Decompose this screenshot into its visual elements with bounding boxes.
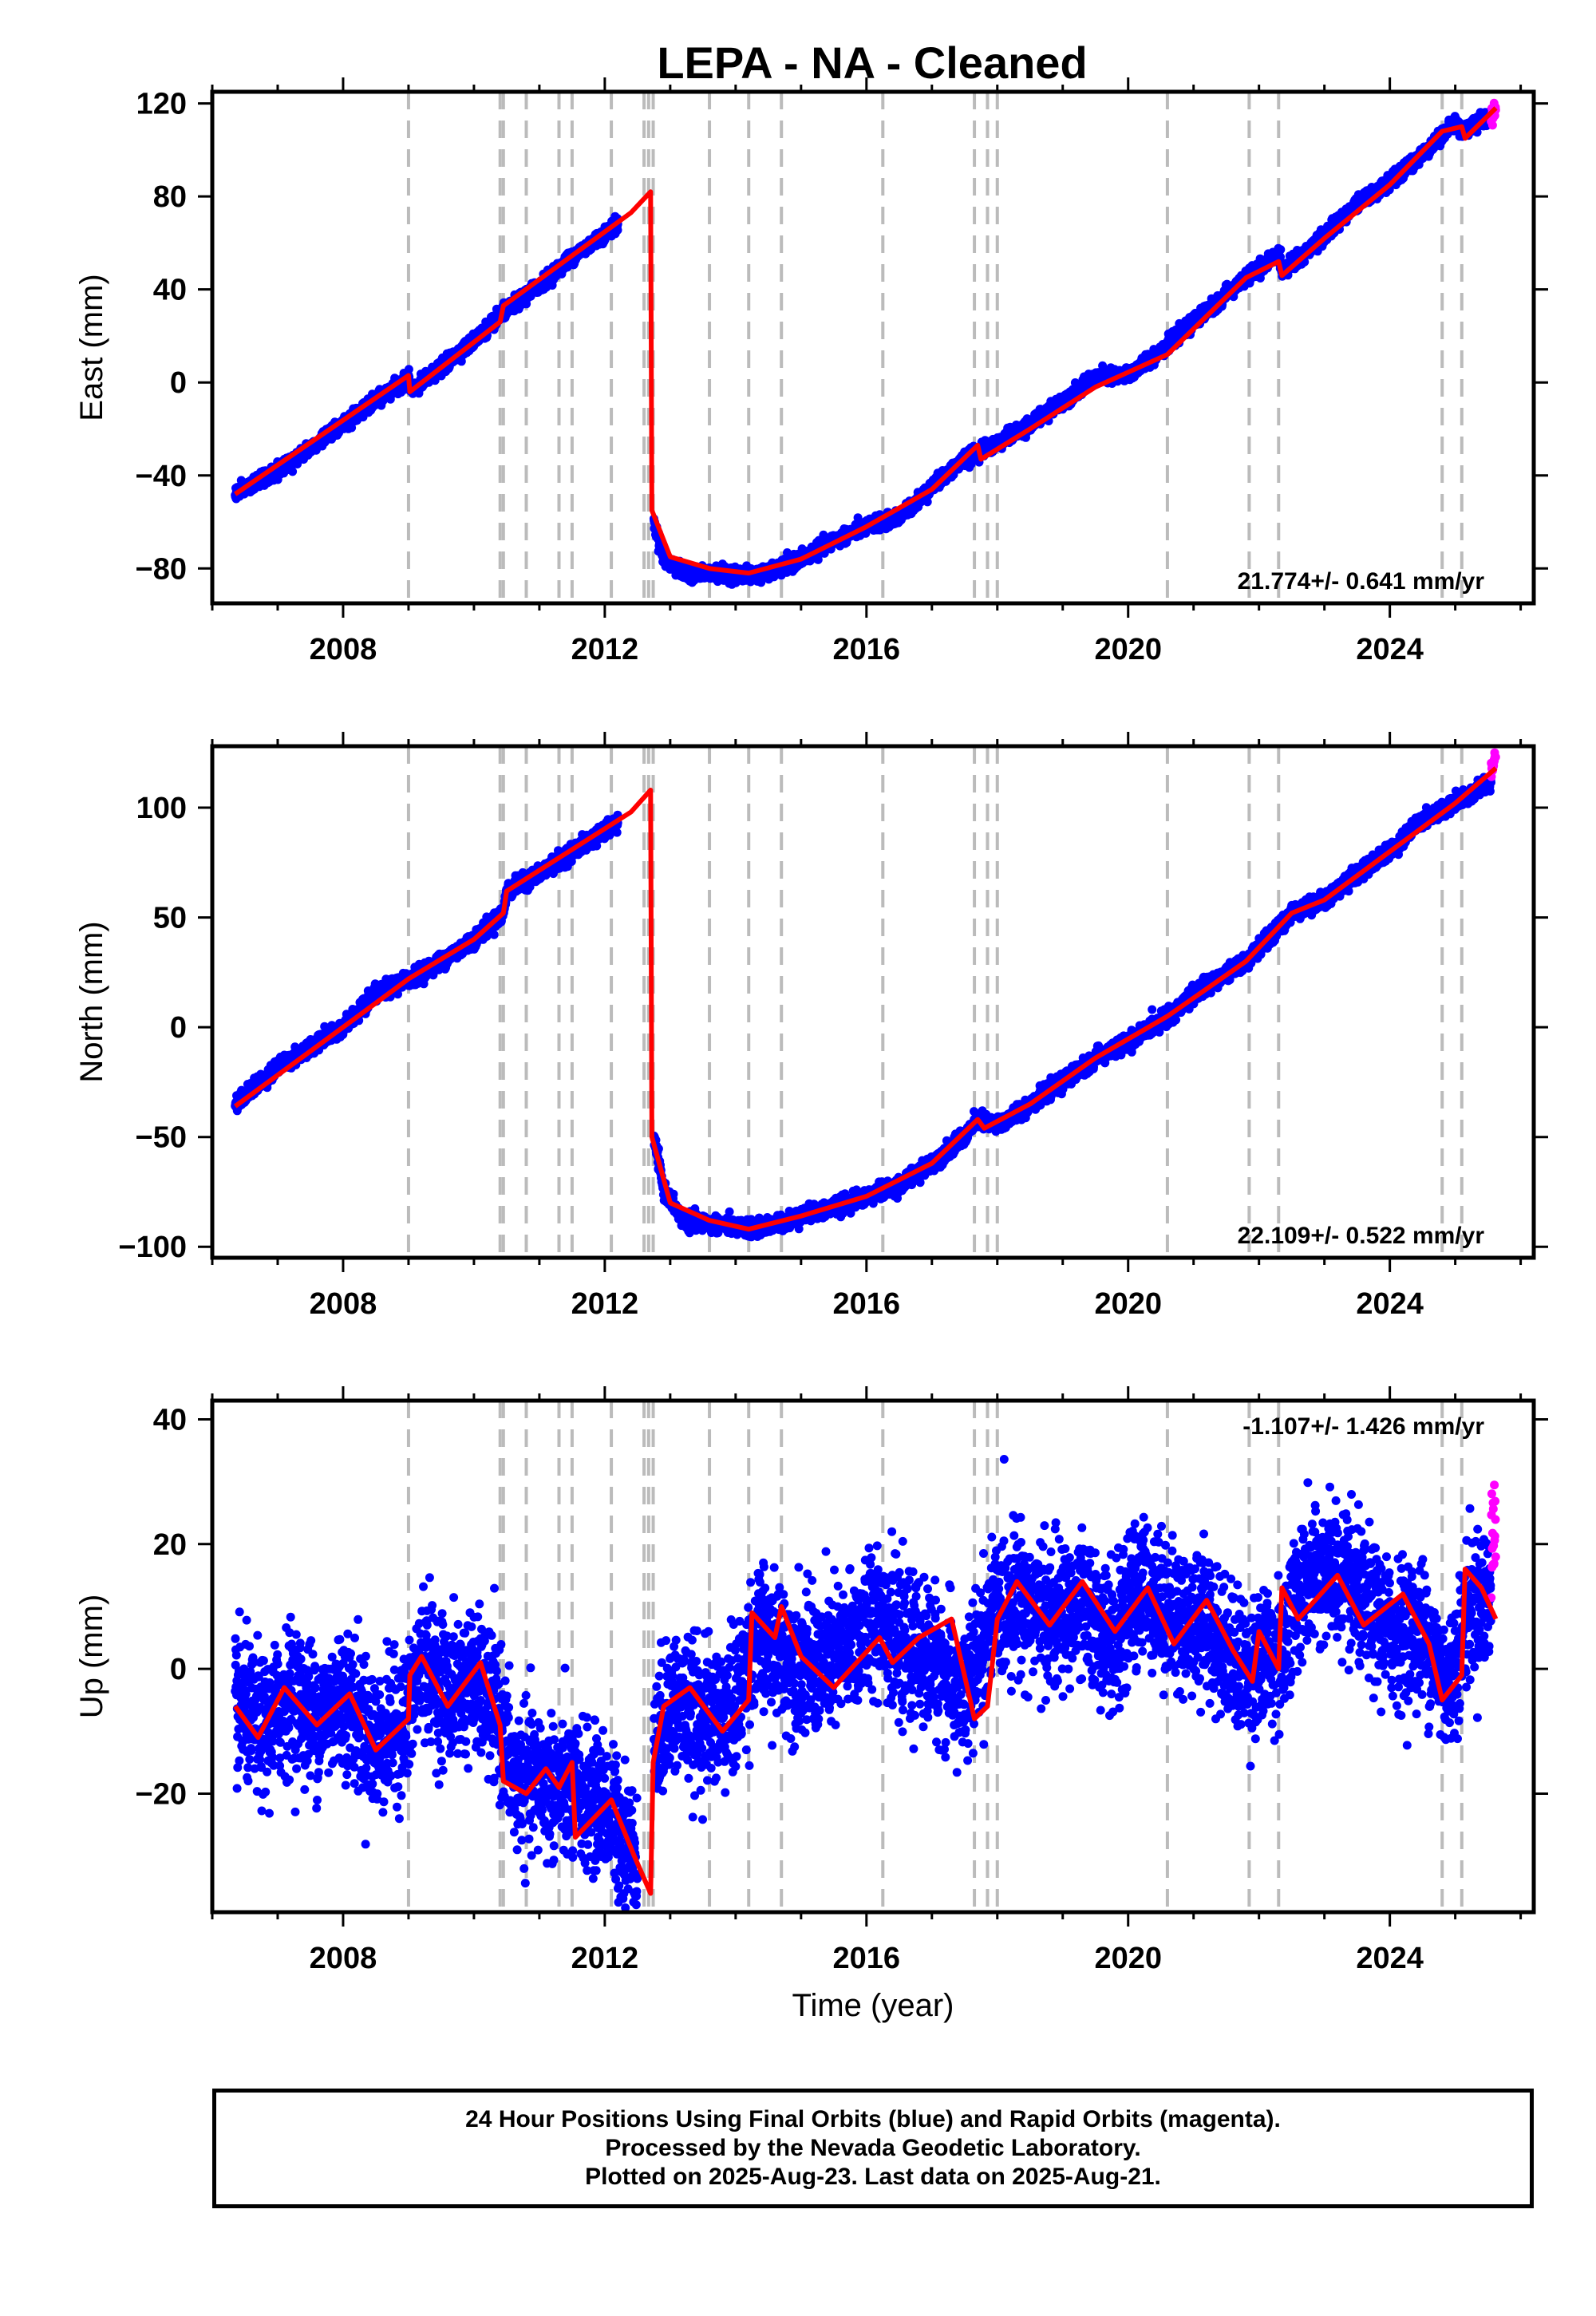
data-point [404,365,413,374]
plot-area [231,92,1500,603]
data-point [288,467,298,476]
data-point [813,555,823,564]
scatter-points [231,98,1500,589]
data-point [293,460,302,468]
data-point [1276,245,1286,255]
chart-title: LEPA - NA - Cleaned [657,38,1087,88]
data-point [1276,252,1285,262]
data-point [922,497,932,507]
